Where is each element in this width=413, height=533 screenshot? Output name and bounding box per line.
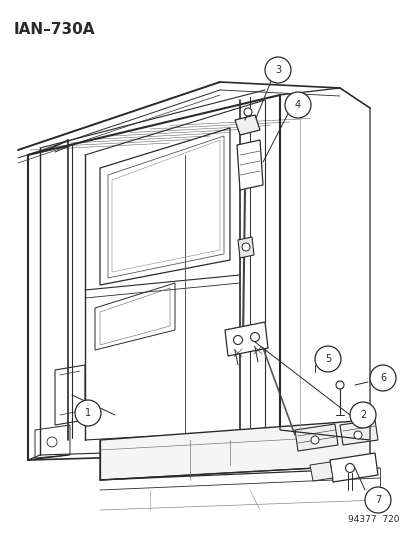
Polygon shape [339, 420, 377, 445]
Circle shape [364, 487, 390, 513]
Circle shape [314, 346, 340, 372]
Text: 94377  720: 94377 720 [348, 515, 399, 524]
Circle shape [264, 57, 290, 83]
Circle shape [243, 108, 252, 116]
Text: 7: 7 [374, 495, 380, 505]
Polygon shape [235, 115, 259, 135]
Polygon shape [237, 237, 254, 258]
Circle shape [310, 436, 318, 444]
Circle shape [369, 365, 395, 391]
Polygon shape [236, 140, 262, 190]
Text: 5: 5 [324, 354, 330, 364]
Circle shape [335, 381, 343, 389]
Text: 3: 3 [274, 65, 280, 75]
Text: IAN–730A: IAN–730A [14, 22, 95, 37]
Text: 2: 2 [359, 410, 365, 420]
Text: 6: 6 [379, 373, 385, 383]
Circle shape [47, 437, 57, 447]
Circle shape [233, 335, 242, 344]
Circle shape [353, 431, 361, 439]
Circle shape [345, 464, 354, 472]
Circle shape [284, 92, 310, 118]
Circle shape [242, 243, 249, 251]
Circle shape [250, 333, 259, 342]
Polygon shape [100, 420, 369, 480]
Circle shape [75, 400, 101, 426]
Polygon shape [294, 424, 337, 451]
Polygon shape [309, 462, 332, 481]
Text: 4: 4 [294, 100, 300, 110]
Polygon shape [224, 322, 267, 356]
Polygon shape [329, 453, 377, 482]
Text: 1: 1 [85, 408, 91, 418]
Circle shape [349, 402, 375, 428]
